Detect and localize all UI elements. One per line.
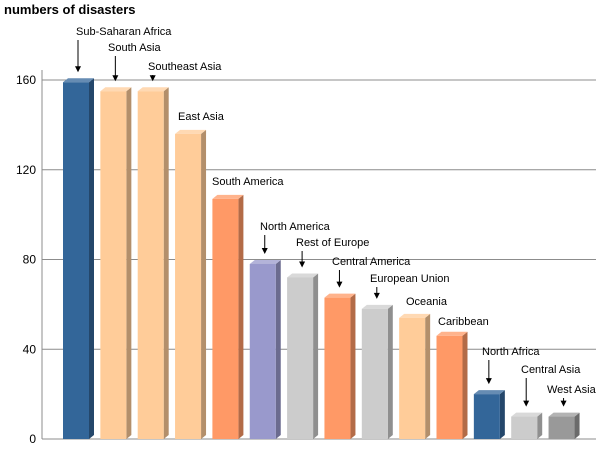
category-label: Caribbean [438, 316, 489, 328]
bar-top [324, 293, 356, 298]
category-label: European Union [370, 273, 450, 285]
bar-side [126, 87, 132, 439]
category-label: West Asia [547, 384, 597, 396]
bar-side [350, 293, 356, 439]
category-labels: Sub-Saharan Africa South Asia Southeast As… [75, 26, 597, 407]
bar-top [548, 412, 580, 417]
bar [399, 317, 426, 439]
label-arrowhead [523, 400, 530, 407]
bar-side [425, 313, 431, 439]
bar-side [163, 87, 169, 439]
y-tick-label: 0 [29, 432, 36, 446]
category-label: East Asia [178, 111, 225, 123]
category-label: South Asia [108, 42, 161, 54]
bar-top [63, 78, 94, 83]
bar-top [100, 87, 132, 92]
bar-top [175, 129, 207, 134]
bar [249, 263, 276, 439]
category-label: Sub-Saharan Africa [76, 26, 172, 38]
category-label: South America [212, 176, 284, 188]
bar-top [361, 304, 393, 309]
category-label: Southeast Asia [148, 61, 222, 73]
bar [63, 82, 89, 440]
bar [100, 91, 127, 439]
bar [212, 198, 239, 439]
label-arrowhead [75, 66, 81, 73]
y-tick-label: 80 [23, 253, 37, 267]
bar-side [89, 78, 94, 440]
bar-top [511, 412, 543, 417]
bar-side [201, 129, 207, 439]
bar-side [275, 259, 281, 439]
label-arrowhead [112, 75, 119, 82]
bar [324, 297, 351, 439]
y-tick-label: 120 [16, 163, 36, 177]
bar-top [137, 87, 169, 92]
bar-top [399, 313, 431, 318]
bar-side [462, 331, 468, 439]
category-label: Central Asia [521, 364, 581, 376]
bar-top [436, 331, 468, 336]
label-arrowhead [299, 261, 306, 268]
category-label: Rest of Europe [296, 237, 369, 249]
y-tick-label: 40 [23, 342, 37, 356]
gridlines [41, 70, 596, 440]
bar [287, 277, 314, 439]
bar-side [499, 390, 505, 439]
bar [137, 91, 164, 439]
bar-top [287, 273, 319, 278]
bar [548, 416, 575, 439]
label-arrowhead [373, 292, 380, 299]
bar [175, 133, 202, 439]
label-arrowhead [560, 400, 567, 407]
label-arrowhead [485, 378, 492, 385]
bar-side [387, 304, 393, 439]
y-tick-label: 160 [16, 73, 36, 87]
category-label: North America [260, 221, 331, 233]
bar-side [537, 412, 543, 439]
category-label: Oceania [406, 296, 448, 308]
y-tick-labels: 0 40 80 120 160 [16, 73, 36, 446]
y-axis-title: numbers of disasters [4, 2, 136, 17]
category-label: Central America [332, 256, 411, 268]
bar [436, 335, 463, 439]
label-arrowhead [261, 247, 268, 254]
bar-side [313, 273, 319, 439]
bar-side [574, 412, 580, 439]
category-label: North Africa [482, 346, 540, 358]
bars [63, 78, 580, 440]
bar-top [473, 390, 505, 395]
bar [361, 308, 388, 439]
label-arrowhead [336, 281, 343, 288]
label-arrowhead [149, 75, 156, 82]
bar-side [238, 194, 244, 439]
bar-top [249, 259, 281, 264]
bar-top [212, 194, 244, 199]
bar [473, 394, 500, 439]
bar [511, 416, 538, 439]
